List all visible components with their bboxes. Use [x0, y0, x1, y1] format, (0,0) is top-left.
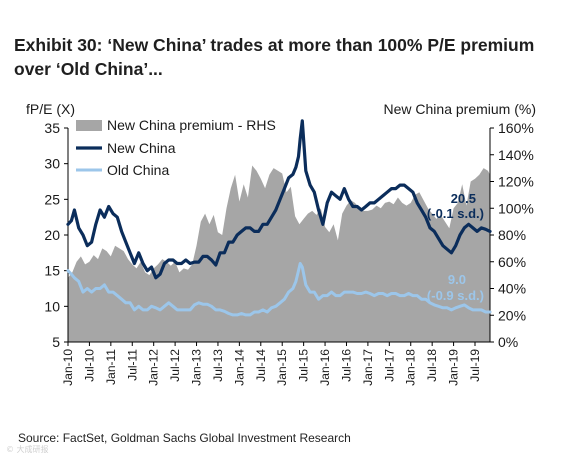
legend-label-premium: New China premium - RHS: [107, 117, 276, 133]
series-lines-layer: [66, 119, 492, 317]
x-tick-label: Jul-14: [254, 349, 268, 382]
old-china-line: [66, 262, 492, 317]
x-tick-label: Jan-17: [361, 349, 375, 386]
left-tick-label: 10: [44, 298, 60, 314]
legend-swatch-premium: [76, 120, 102, 131]
right-tick-label: 120%: [498, 174, 534, 190]
x-tick-label: Jan-11: [104, 349, 118, 385]
axes-layer: [64, 127, 494, 346]
axis-labels-layer: 5 10 15 20 25 30 35 0% 20% 40% 60% 80% 100% 120% 140% 1…: [26, 101, 536, 386]
x-tick-label: Jul-13: [211, 349, 225, 382]
legend: New China premium - RHS New China Old Chin…: [76, 117, 276, 178]
x-tick-label: Jul-18: [425, 349, 439, 382]
x-tick-label: Jan-14: [232, 349, 246, 386]
premium-area: [68, 165, 490, 342]
x-tick-label: Jan-18: [404, 349, 418, 386]
x-tick-label: Jan-19: [447, 349, 461, 386]
right-tick-label: 100%: [498, 200, 534, 216]
left-tick-label: 20: [44, 227, 60, 243]
watermark: © 大成研报: [6, 445, 49, 454]
x-tick-label: Jul-12: [168, 349, 182, 382]
x-tick-label: Jan-10: [61, 349, 75, 386]
source-note: Source: FactSet, Goldman Sachs Global In…: [18, 431, 351, 445]
right-tick-label: 0%: [498, 334, 518, 350]
left-tick-label: 35: [44, 120, 60, 136]
x-tick-label: Jan-12: [147, 349, 161, 386]
x-tick-label: Jul-16: [339, 349, 353, 382]
left-tick-label: 25: [44, 191, 60, 207]
x-tick-label: Jul-10: [82, 349, 96, 382]
left-axis-title: fP/E (X): [26, 101, 75, 117]
left-tick-label: 5: [52, 334, 60, 350]
right-tick-label: 60%: [498, 254, 526, 270]
right-tick-label: 140%: [498, 147, 534, 163]
legend-label-old-china: Old China: [107, 162, 169, 178]
right-tick-label: 20%: [498, 307, 526, 323]
right-tick-label: 160%: [498, 120, 534, 136]
new-china-sd-annotation: (-0.1 s.d.): [427, 206, 484, 221]
new-china-line: [66, 119, 492, 280]
x-tick-label: Jan-16: [318, 349, 332, 386]
left-tick-label: 15: [44, 263, 60, 279]
premium-area-layer: [68, 165, 490, 342]
right-axis-title: New China premium (%): [384, 101, 536, 117]
x-tick-label: Jan-13: [190, 349, 204, 386]
left-tick-label: 30: [44, 156, 60, 172]
old-china-sd-annotation: (-0.9 s.d.): [427, 288, 484, 303]
right-tick-label: 80%: [498, 227, 526, 243]
x-tick-label: Jan-15: [275, 349, 289, 386]
x-tick-label: Jul-15: [297, 349, 311, 382]
new-china-value-annotation: 20.5: [451, 191, 476, 206]
right-tick-label: 40%: [498, 281, 526, 297]
legend-label-new-china: New China: [107, 140, 176, 156]
exhibit-title: Exhibit 30: ‘New China’ trades at more t…: [14, 35, 535, 79]
x-tick-label: Jul-11: [125, 349, 139, 381]
x-tick-label: Jul-17: [382, 349, 396, 382]
old-china-value-annotation: 9.0: [448, 272, 466, 287]
x-tick-label: Jul-19: [468, 349, 482, 382]
